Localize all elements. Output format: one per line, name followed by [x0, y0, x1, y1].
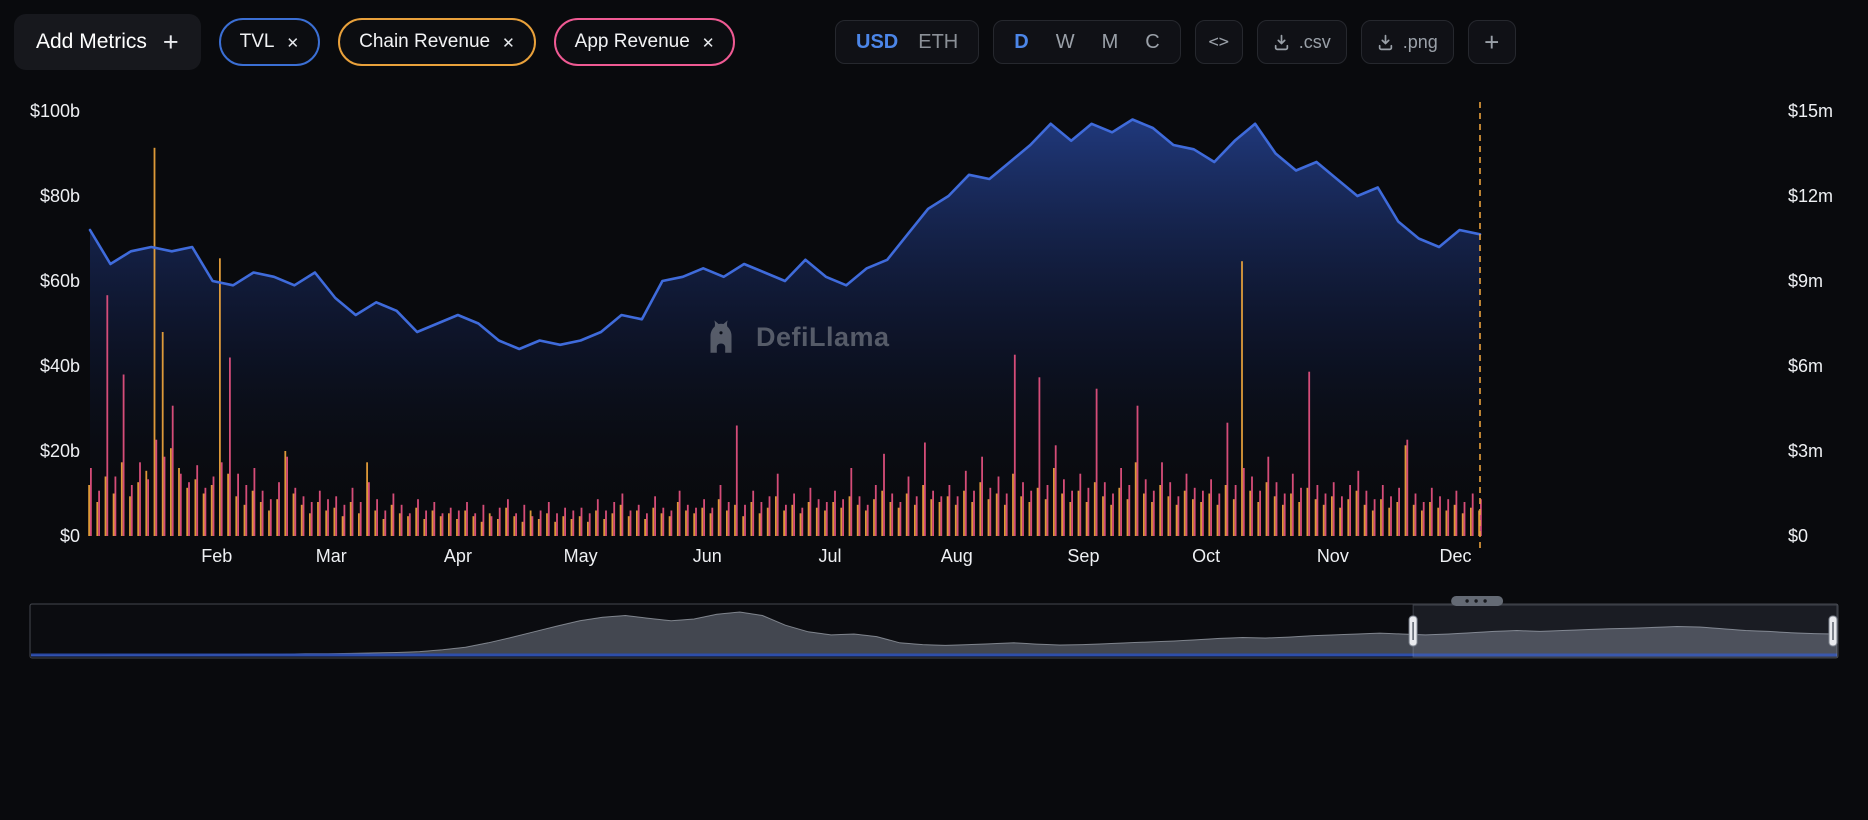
- add-chart-button[interactable]: +: [1467, 20, 1516, 64]
- svg-text:$15m: $15m: [1788, 101, 1833, 121]
- nav-baseline: [31, 653, 1837, 657]
- metric-pill-app-revenue-label: App Revenue: [574, 31, 690, 52]
- metric-pill-chain-revenue[interactable]: Chain Revenue ✕: [338, 18, 536, 66]
- nav-handle-left[interactable]: [1408, 615, 1418, 647]
- svg-text:Jun: Jun: [693, 546, 722, 566]
- currency-option-usd[interactable]: USD: [856, 30, 899, 53]
- svg-text:$20b: $20b: [40, 441, 80, 461]
- download-icon: [1274, 34, 1288, 50]
- tvl-area: [90, 119, 1480, 536]
- download-csv-button[interactable]: .csv: [1256, 20, 1347, 64]
- svg-text:May: May: [564, 546, 598, 566]
- tvl-line: [88, 118, 1482, 351]
- svg-text:Apr: Apr: [444, 546, 472, 566]
- time-range-navigator[interactable]: [0, 596, 1868, 668]
- svg-text:Dec: Dec: [1439, 546, 1471, 566]
- svg-text:Jul: Jul: [818, 546, 841, 566]
- svg-text:$0: $0: [60, 526, 80, 546]
- svg-text:$100b: $100b: [30, 101, 80, 121]
- metric-pill-tvl[interactable]: TVL ✕: [218, 18, 321, 66]
- chart-actions-toolbar: USD ETH D W M C <> .csv .png +: [835, 20, 1516, 64]
- close-icon[interactable]: ✕: [701, 34, 715, 52]
- metrics-toolbar: Add Metrics + TVL ✕ Chain Revenue ✕ App …: [14, 14, 736, 70]
- download-png-button[interactable]: .png: [1360, 20, 1454, 64]
- interval-option-daily[interactable]: D: [1014, 30, 1029, 53]
- svg-text:Mar: Mar: [316, 546, 347, 566]
- svg-text:$9m: $9m: [1788, 271, 1823, 291]
- plus-icon: +: [1484, 27, 1500, 57]
- svg-text:$80b: $80b: [40, 186, 80, 206]
- svg-text:$60b: $60b: [40, 271, 80, 291]
- svg-text:Feb: Feb: [201, 546, 232, 566]
- svg-text:$12m: $12m: [1788, 186, 1833, 206]
- nav-area: [31, 612, 1837, 656]
- embed-button[interactable]: <>: [1194, 20, 1243, 64]
- svg-text:Sep: Sep: [1067, 546, 1099, 566]
- embed-icon: <>: [1208, 32, 1229, 52]
- add-metrics-button[interactable]: Add Metrics +: [14, 14, 201, 70]
- y-axis-left: $0 $20b $40b $60b $80b $100b: [30, 101, 80, 546]
- svg-text:$6m: $6m: [1788, 356, 1823, 376]
- svg-text:$0: $0: [1788, 526, 1808, 546]
- x-axis: Feb Mar Apr May Jun Jul Aug Sep Oct Nov Dec: [201, 546, 1471, 566]
- svg-text:Aug: Aug: [941, 546, 973, 566]
- interval-option-weekly[interactable]: W: [1055, 30, 1075, 53]
- svg-text:$40b: $40b: [40, 356, 80, 376]
- download-csv-label: .csv: [1298, 31, 1331, 52]
- svg-text:$3m: $3m: [1788, 441, 1823, 461]
- nav-selection-window[interactable]: [1412, 604, 1838, 658]
- download-png-label: .png: [1402, 31, 1438, 52]
- nav-drag-grip[interactable]: [1451, 596, 1504, 606]
- interval-option-monthly[interactable]: M: [1101, 30, 1119, 53]
- plus-icon: +: [162, 26, 179, 57]
- metric-pill-tvl-label: TVL: [239, 31, 275, 52]
- currency-toggle: USD ETH: [835, 20, 980, 64]
- metric-pill-app-revenue[interactable]: App Revenue ✕: [553, 18, 736, 66]
- close-icon[interactable]: ✕: [502, 34, 515, 52]
- y-axis-right: $0 $3m $6m $9m $12m $15m: [1788, 101, 1833, 546]
- nav-handle-right[interactable]: [1828, 615, 1838, 647]
- add-metrics-label: Add Metrics: [36, 30, 147, 53]
- interval-option-cumulative[interactable]: C: [1145, 30, 1160, 53]
- revenue-bars: [88, 147, 1482, 537]
- svg-text:Nov: Nov: [1317, 546, 1349, 566]
- currency-option-eth[interactable]: ETH: [918, 30, 959, 53]
- metric-pill-chain-revenue-label: Chain Revenue: [359, 31, 491, 52]
- download-icon: [1378, 34, 1392, 50]
- close-icon[interactable]: ✕: [286, 34, 300, 52]
- svg-text:Oct: Oct: [1192, 546, 1220, 566]
- interval-toggle: D W M C: [993, 20, 1181, 64]
- main-chart[interactable]: $0 $20b $40b $60b $80b $100b $0 $3m $6m $9m $12m $1…: [0, 84, 1868, 584]
